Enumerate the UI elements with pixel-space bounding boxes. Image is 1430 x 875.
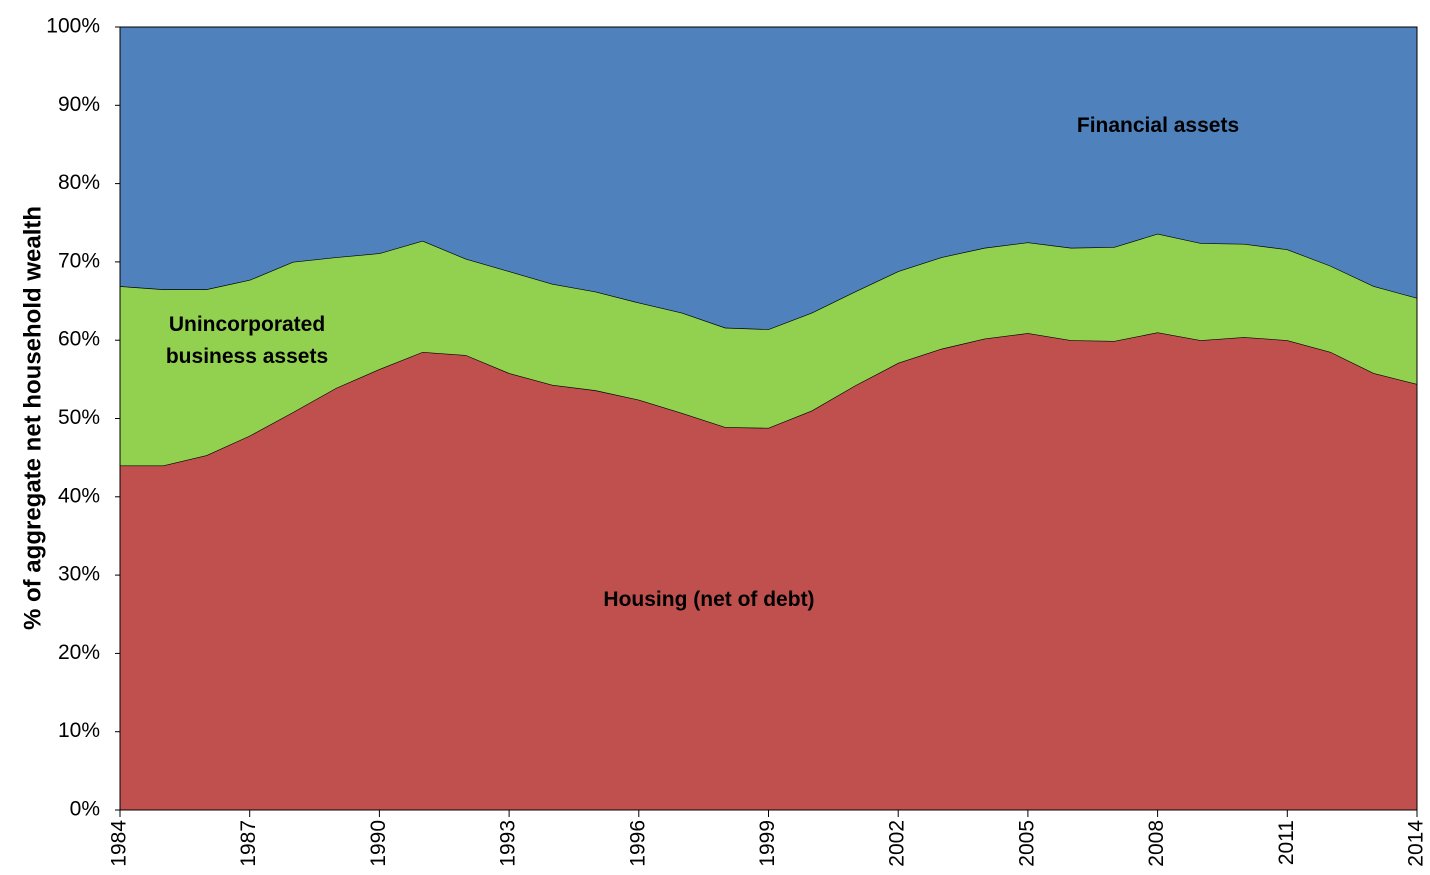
x-tick-label: 2014 <box>1405 820 1428 867</box>
area <box>120 233 1417 466</box>
x-tick-label: 2011 <box>1275 820 1298 865</box>
x-tick-label: 2008 <box>1145 820 1168 867</box>
series-label: Housing (net of debt) <box>603 588 815 611</box>
x-tick-label: 1990 <box>367 820 390 867</box>
x-tick-label: 1987 <box>237 820 260 867</box>
y-tick-label: 90% <box>58 93 100 116</box>
y-tick-label: 20% <box>58 641 100 664</box>
y-tick-label: 70% <box>58 249 100 272</box>
area <box>120 332 1417 810</box>
x-tick-label: 1996 <box>626 820 649 867</box>
series-label: Unincorporated business assets <box>165 313 329 368</box>
y-axis-label: % of aggregate net household wealth <box>19 206 46 630</box>
y-tick-label: 80% <box>58 171 100 194</box>
x-tick-label: 1993 <box>497 820 520 867</box>
y-tick-label: 50% <box>58 406 100 429</box>
series-label: Financial assets <box>1076 114 1240 137</box>
area <box>120 27 1417 330</box>
y-tick-label: 0% <box>70 798 100 821</box>
x-tick-label: 2005 <box>1015 820 1038 867</box>
y-tick-label: 100% <box>46 15 100 38</box>
x-tick-label: 1999 <box>756 820 779 867</box>
y-tick-label: 60% <box>58 328 100 351</box>
x-tick-label: 2002 <box>886 820 909 867</box>
y-tick-label: 40% <box>58 484 100 507</box>
y-tick-label: 30% <box>58 563 100 586</box>
y-tick-label: 10% <box>58 719 100 742</box>
x-tick-label: 1984 <box>108 820 131 867</box>
